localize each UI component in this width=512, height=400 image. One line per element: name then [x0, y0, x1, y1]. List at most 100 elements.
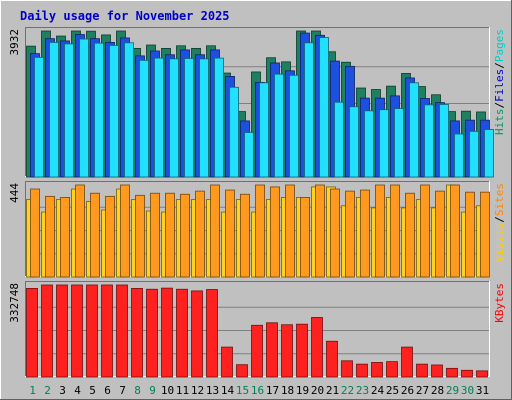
bar-kbytes-day-24	[371, 362, 383, 378]
x-tick-label-day-7: 7	[119, 384, 126, 397]
bar-sites-day-31	[480, 191, 490, 278]
bar-pages-day-30	[469, 130, 479, 178]
x-tick-label-day-11: 11	[176, 384, 189, 397]
bar-pages-day-12	[199, 58, 209, 178]
bar-sites-day-16	[255, 184, 265, 278]
x-tick-label-day-20: 20	[311, 384, 324, 397]
bar-kbytes-day-28	[431, 364, 443, 378]
bar-kbytes-day-29	[446, 367, 458, 378]
bar-sites-day-25	[390, 184, 400, 278]
bar-pages-day-31	[484, 129, 494, 178]
x-tick-label-day-22: 22	[341, 384, 354, 397]
legend-entry-visits: Visits	[493, 223, 506, 263]
x-tick-label-day-14: 14	[221, 384, 235, 397]
bar-kbytes-day-26	[401, 346, 413, 378]
x-tick-label-day-4: 4	[74, 384, 81, 397]
x-tick-label-day-26: 26	[401, 384, 414, 397]
bar-kbytes-day-2	[41, 284, 53, 378]
bar-pages-day-4	[79, 38, 89, 178]
bar-sites-day-8	[135, 194, 145, 278]
legend-bottom: KBytes	[493, 283, 506, 323]
bar-kbytes-day-30	[461, 369, 473, 378]
bar-pages-day-3	[64, 43, 74, 178]
legend-separator: /	[493, 216, 506, 223]
bar-sites-day-24	[375, 184, 385, 278]
bar-pages-day-5	[94, 42, 104, 178]
bar-sites-day-13	[210, 184, 220, 278]
x-tick-label-day-13: 13	[206, 384, 219, 397]
bar-sites-day-14	[225, 189, 235, 278]
legend-entry-pages: Pages	[493, 29, 506, 62]
x-tick-label-day-10: 10	[161, 384, 174, 397]
bar-pages-day-6	[109, 45, 119, 178]
bar-kbytes-day-11	[176, 288, 188, 378]
bar-sites-day-23	[360, 189, 370, 278]
bar-kbytes-day-22	[341, 360, 353, 378]
bar-kbytes-day-23	[356, 363, 368, 378]
legend-separator: /	[493, 62, 506, 69]
bar-kbytes-day-27	[416, 363, 428, 378]
x-tick-label-day-29: 29	[446, 384, 459, 397]
bar-sites-day-17	[270, 186, 280, 278]
bar-kbytes-day-8	[131, 287, 143, 378]
x-tick-label-day-15: 15	[236, 384, 249, 397]
x-tick-label-day-8: 8	[134, 384, 141, 397]
bar-kbytes-day-19	[296, 323, 308, 378]
legend-entry-sites: Sites	[493, 183, 506, 216]
x-tick-label-day-12: 12	[191, 384, 204, 397]
bar-pages-day-23	[364, 110, 374, 178]
bar-kbytes-day-16	[251, 324, 263, 378]
bar-sites-day-27	[420, 184, 430, 278]
x-axis-day-labels: 1 2 3 4 5 6 7 8 9 10 11 12 13 14 15 16 17 18 19 20 21 22 23 24 2…	[29, 384, 489, 397]
bar-kbytes-day-9	[146, 288, 158, 378]
legend-entry-hits: Hits	[493, 109, 506, 136]
bar-sites-day-6	[105, 195, 115, 278]
bar-pages-day-27	[424, 104, 434, 178]
x-tick-label-day-1: 1	[29, 384, 36, 397]
y-max-label-middle: 444	[8, 183, 21, 203]
bar-pages-day-19	[304, 42, 314, 178]
bar-sites-day-7	[120, 184, 130, 278]
bar-pages-day-26	[409, 82, 419, 178]
bar-kbytes-day-20	[311, 317, 323, 378]
bar-sites-day-22	[345, 190, 355, 278]
x-tick-label-day-9: 9	[149, 384, 156, 397]
bar-pages-day-17	[274, 73, 284, 178]
bar-pages-day-14	[229, 86, 239, 178]
bar-kbytes-day-18	[281, 324, 293, 378]
bar-sites-day-11	[180, 193, 190, 278]
bar-kbytes-day-14	[221, 346, 233, 378]
series-sites	[30, 184, 490, 278]
bar-sites-day-15	[240, 193, 250, 278]
x-tick-label-day-3: 3	[59, 384, 66, 397]
bar-kbytes-day-15	[236, 364, 248, 378]
bar-sites-day-28	[435, 190, 445, 278]
chart-title: Daily usage for November 2025	[20, 9, 230, 23]
bar-sites-day-2	[45, 195, 55, 278]
y-max-label-bottom: 332748	[8, 283, 21, 323]
bar-kbytes-day-7	[116, 284, 128, 378]
x-tick-label-day-17: 17	[266, 384, 279, 397]
series-kbytes	[26, 284, 488, 378]
x-tick-label-day-24: 24	[371, 384, 385, 397]
bar-kbytes-day-21	[326, 340, 338, 378]
x-tick-label-day-18: 18	[281, 384, 294, 397]
bar-kbytes-day-17	[266, 322, 278, 378]
bar-kbytes-day-4	[71, 284, 83, 378]
x-tick-label-day-23: 23	[356, 384, 369, 397]
bar-pages-day-1	[34, 56, 44, 178]
x-tick-label-day-27: 27	[416, 384, 429, 397]
bar-pages-day-15	[244, 132, 254, 178]
series-pages	[34, 37, 494, 178]
x-tick-label-day-31: 31	[476, 384, 489, 397]
x-tick-label-day-6: 6	[104, 384, 111, 397]
bar-kbytes-day-3	[56, 284, 68, 378]
bar-kbytes-day-10	[161, 287, 173, 378]
panel-bottom: 332748 KBytes	[8, 281, 506, 378]
bar-sites-day-29	[450, 184, 460, 278]
bar-kbytes-day-31	[476, 370, 488, 378]
bar-pages-day-18	[289, 74, 299, 178]
legend-entry-files: Files	[493, 69, 506, 102]
